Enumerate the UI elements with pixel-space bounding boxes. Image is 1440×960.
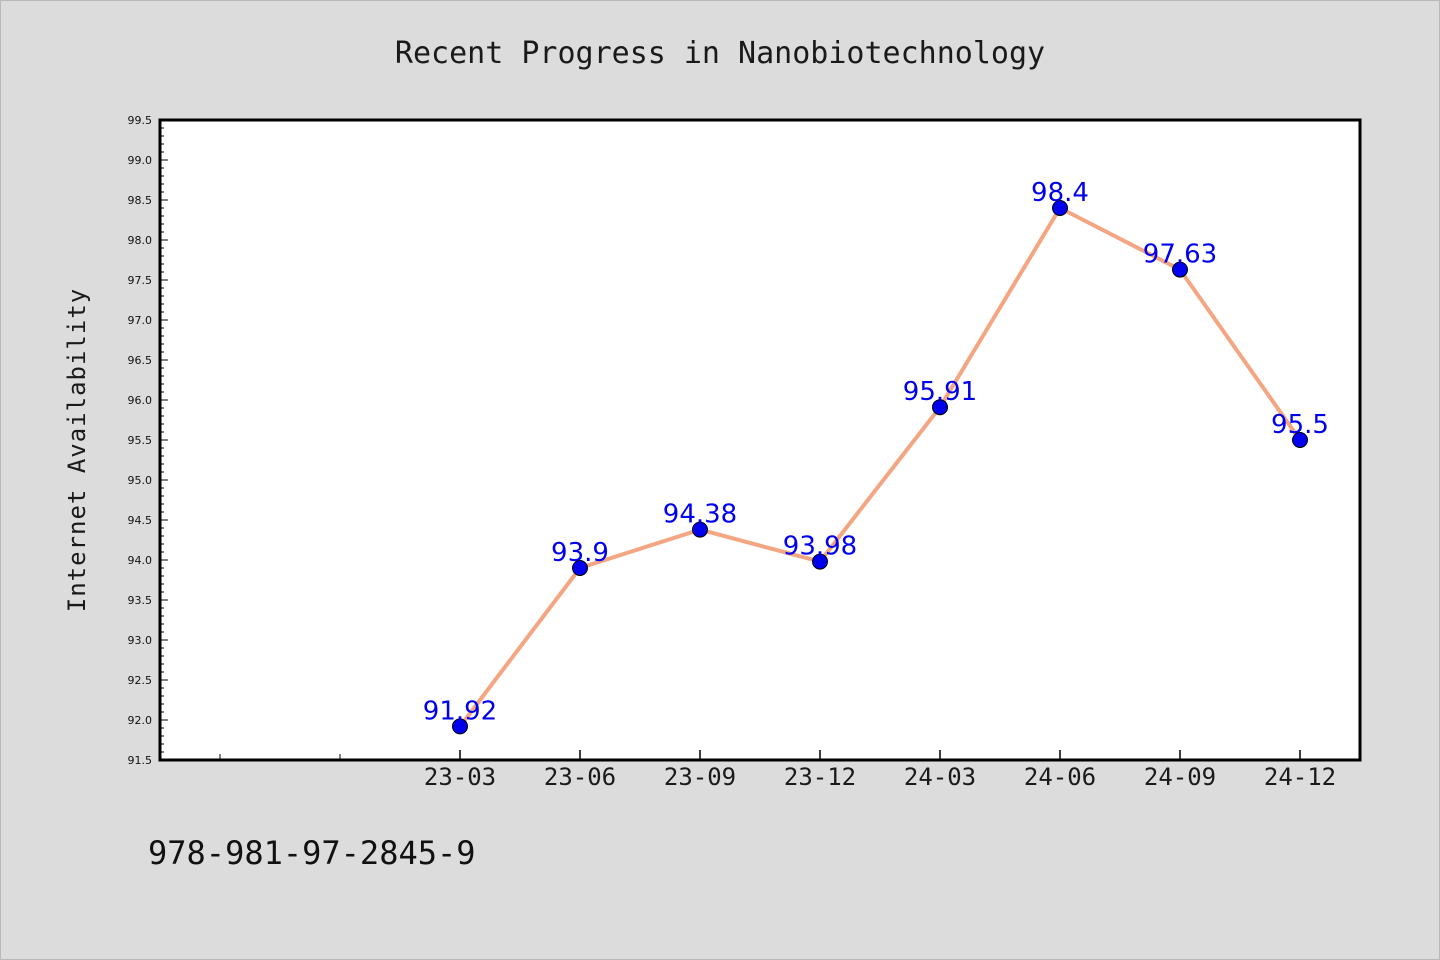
y-tick-label: 98.5 [128,194,153,207]
y-tick-label: 93.5 [128,594,153,607]
y-tick-label: 92.5 [128,674,153,687]
data-label: 98.4 [1031,178,1089,208]
series-line [458,206,1302,728]
x-tick-label: 23-06 [544,763,616,791]
data-point [452,718,468,735]
chart-title: Recent Progress in Nanobiotechnology [395,36,1045,71]
y-tick-label: 98.0 [128,234,153,247]
data-point [1052,200,1068,216]
y-tick-label: 92.0 [128,714,153,727]
y-tick-label: 97.5 [128,274,153,287]
x-tick-label: 23-03 [424,763,496,791]
x-tick-label: 24-03 [904,763,976,791]
y-tick-label: 94.5 [128,514,153,527]
data-label: 91.92 [423,696,497,726]
data-point [572,560,588,576]
data-label: 93.9 [551,538,609,568]
y-tick-label: 94.0 [128,554,153,567]
y-axis-label: Internet Availability [63,288,91,612]
data-label: 94.38 [663,500,737,530]
x-tick-label: 24-09 [1144,763,1216,791]
plot-area [158,118,1362,762]
y-tick-label: 99.5 [128,114,153,127]
y-tick-label: 95.5 [128,434,153,447]
y-tick-label: 96.0 [128,394,153,407]
data-point [812,553,828,570]
x-tick-label: 23-09 [664,763,736,791]
data-labels: 91.92 93.9 94.38 93.98 95.91 98.4 97.63 95.5 [423,178,1329,726]
data-point [692,521,708,538]
x-axis: 23-03 23-06 23-09 23-12 24-03 24-06 24-09 24-12 [219,750,1336,791]
x-tick-label: 24-12 [1264,763,1336,791]
y-tick-label: 93.0 [128,634,153,647]
data-label: 95.5 [1271,410,1329,440]
x-tick-label: 24-06 [1024,763,1096,791]
y-tick-label: 99.0 [128,154,153,167]
data-point [1292,432,1308,448]
data-point [1172,261,1188,278]
y-tick-label: 91.5 [128,754,153,767]
data-label: 97.63 [1143,240,1217,270]
x-tick-label: 23-12 [784,763,856,791]
series-polyline [458,206,1302,728]
y-tick-label: 95.0 [128,474,153,487]
y-axis: 91.5 92.0 92.5 93.0 93.5 94.0 94.5 95.0 95.5 96.0… [128,114,168,767]
y-tick-label: 97.0 [128,314,153,327]
data-label: 93.98 [783,532,857,562]
series-markers [452,200,1308,735]
y-tick-label: 96.5 [128,354,153,367]
footer-isbn: 978-981-97-2845-9 [148,834,476,872]
data-label: 95.91 [903,377,977,407]
data-point [932,399,948,416]
